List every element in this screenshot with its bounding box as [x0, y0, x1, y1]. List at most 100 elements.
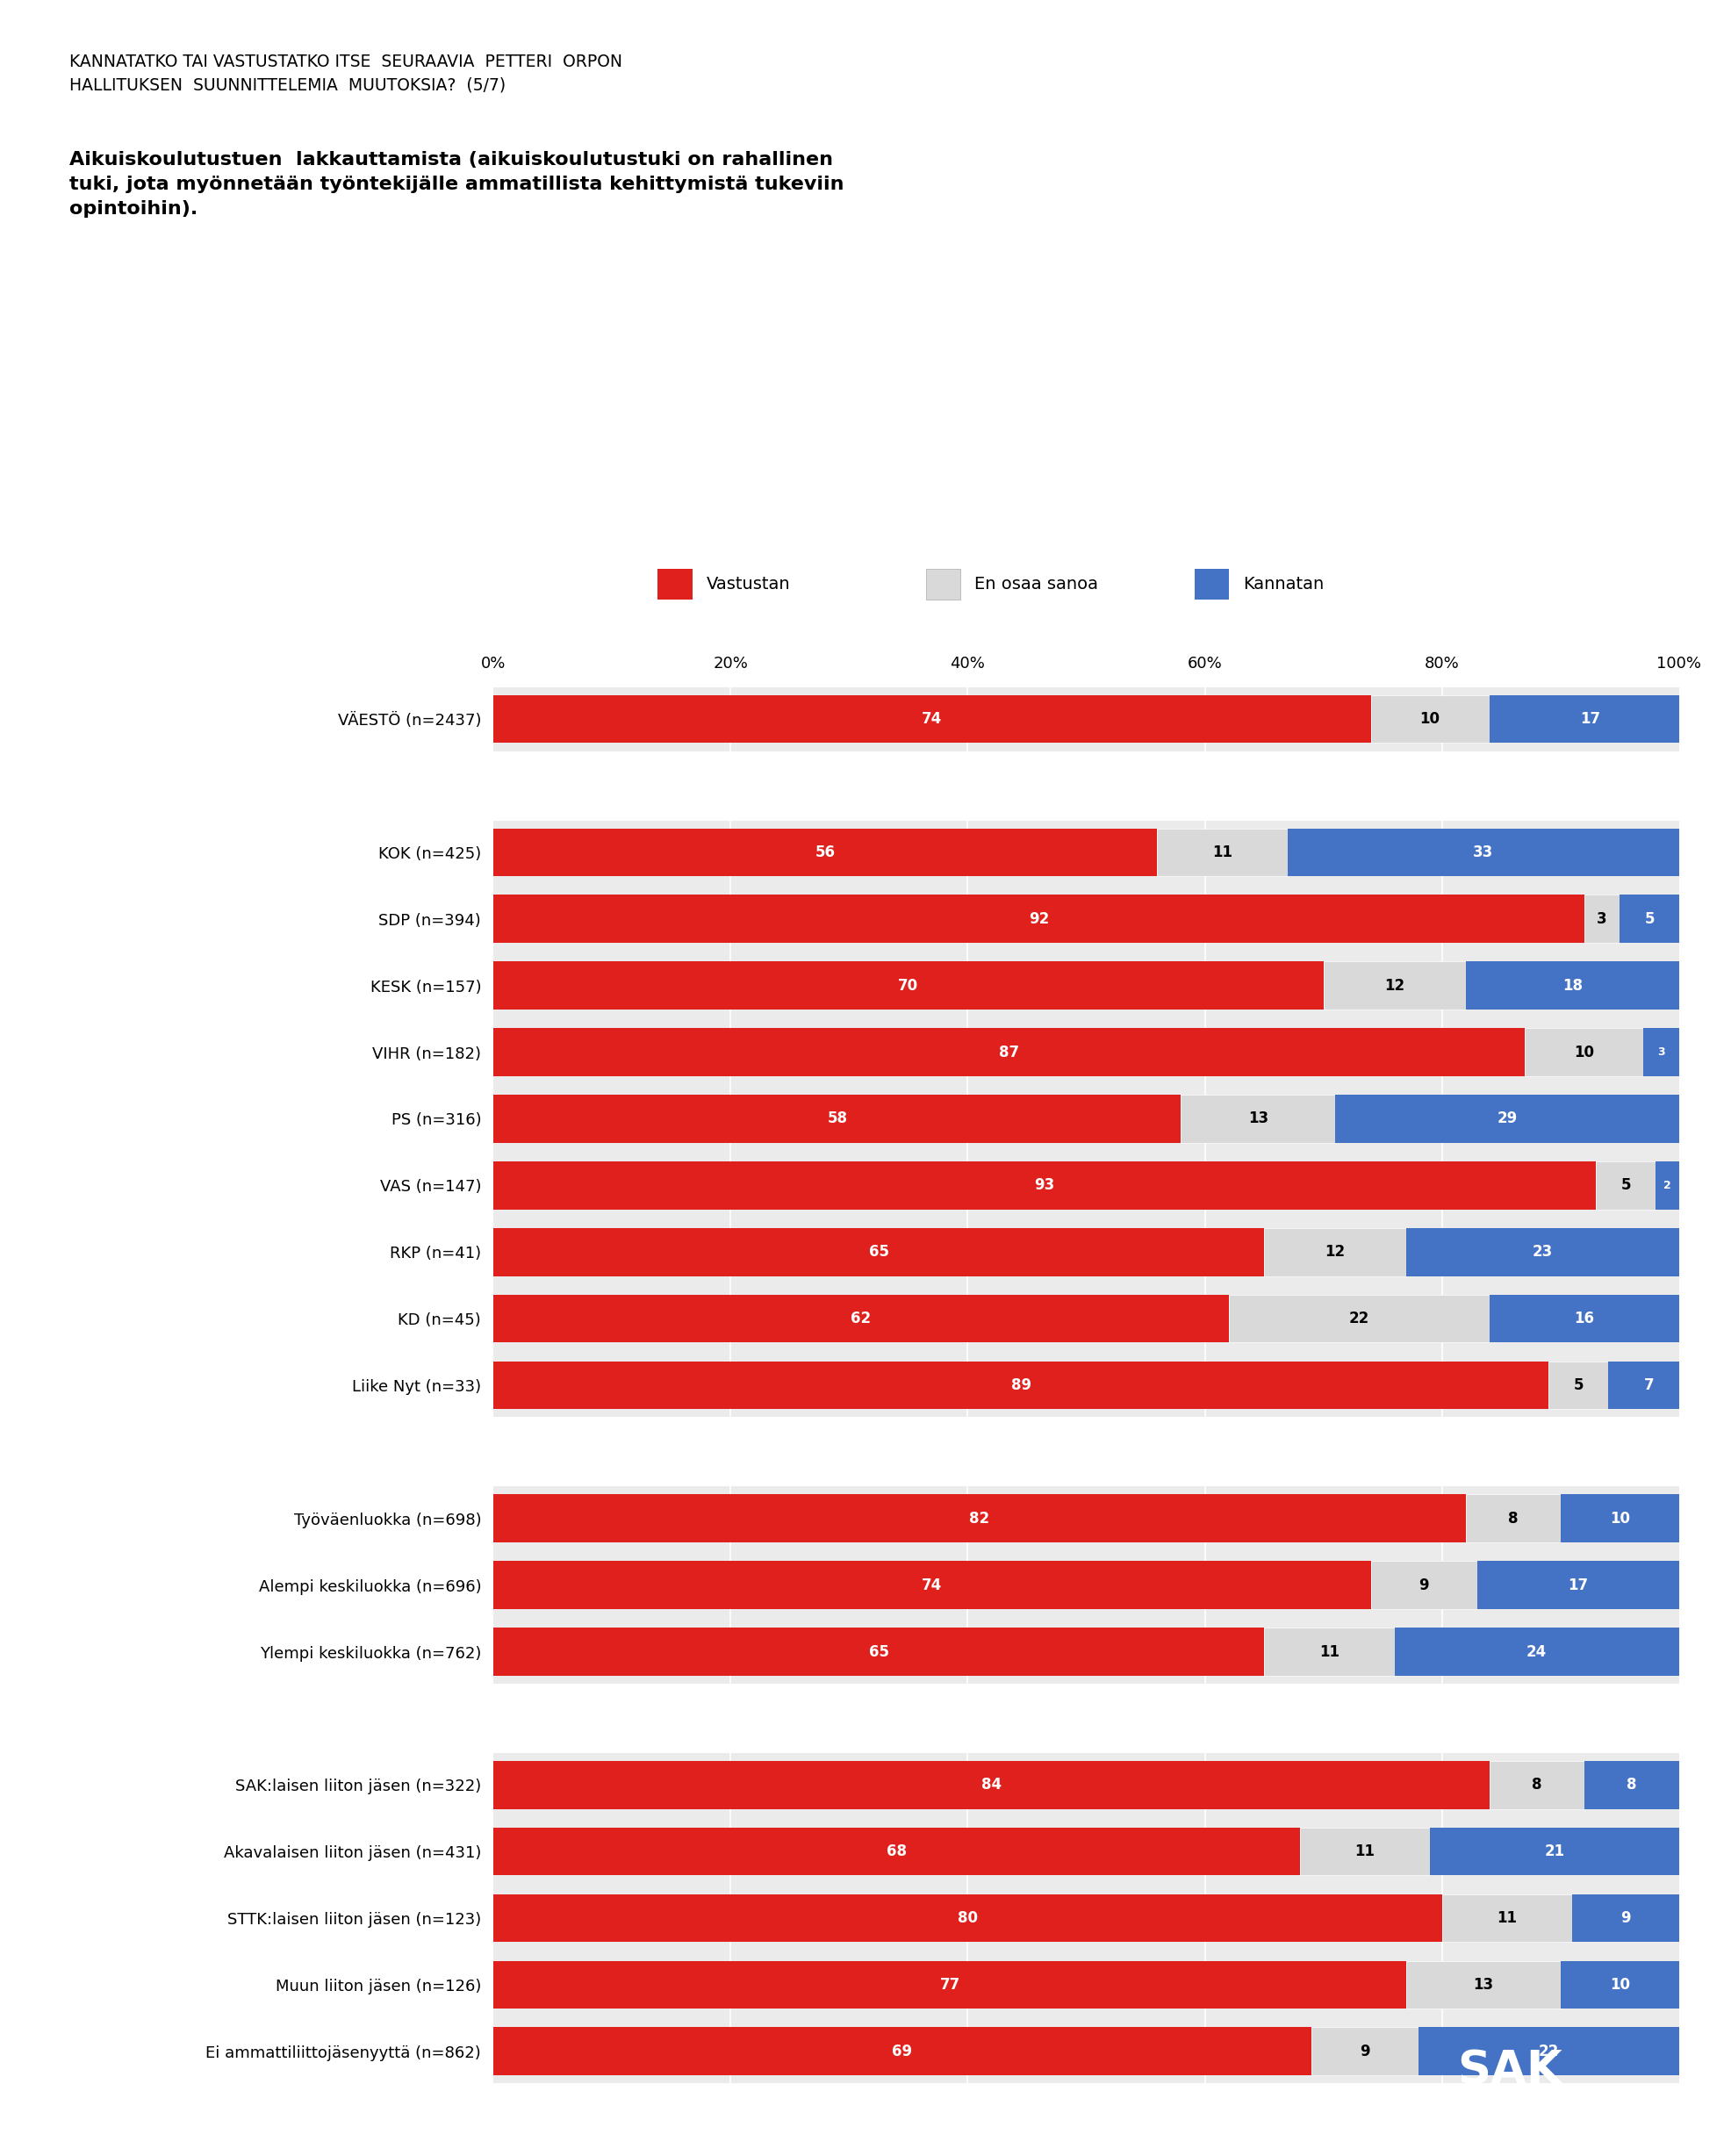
Bar [1264, 1628, 1395, 1675]
Text: 2: 2 [1663, 1179, 1670, 1190]
Bar [1489, 694, 1691, 744]
Text: 3: 3 [1658, 1046, 1665, 1059]
Text: 16: 16 [1573, 1311, 1594, 1326]
Bar [1288, 828, 1679, 875]
Bar [1489, 1294, 1679, 1343]
Bar [1466, 962, 1679, 1009]
Bar [1181, 1095, 1335, 1143]
Text: 84: 84 [981, 1777, 1002, 1794]
Text: 5: 5 [1573, 1378, 1584, 1393]
Text: 92: 92 [1028, 912, 1049, 927]
FancyBboxPatch shape [493, 688, 1679, 750]
Bar [1596, 1162, 1655, 1210]
FancyBboxPatch shape [493, 819, 1679, 1416]
Bar [1158, 828, 1288, 875]
Text: 5: 5 [1620, 1177, 1631, 1192]
Bar [493, 694, 1371, 744]
Text: 82: 82 [969, 1511, 990, 1526]
Bar [1525, 1028, 1643, 1076]
Text: 11: 11 [1355, 1843, 1374, 1858]
Bar [1312, 2027, 1418, 2076]
Bar [493, 1494, 1466, 1542]
Bar [1584, 895, 1620, 942]
Text: En osaa sanoa: En osaa sanoa [975, 576, 1099, 593]
Bar [493, 895, 1584, 942]
Text: SAK: SAK [1458, 2048, 1563, 2093]
Text: 22: 22 [1539, 2044, 1560, 2059]
Bar [1300, 1828, 1430, 1876]
Text: 23: 23 [1532, 1244, 1553, 1259]
Bar [1561, 1960, 1679, 2009]
Text: 65: 65 [869, 1643, 888, 1660]
Text: Vastustan: Vastustan [706, 576, 789, 593]
Text: 11: 11 [1212, 845, 1232, 860]
Bar [493, 1628, 1264, 1675]
Bar [493, 1828, 1300, 1876]
Bar [1430, 1828, 1679, 1876]
Bar [1229, 1294, 1489, 1343]
Text: 17: 17 [1568, 1578, 1589, 1593]
FancyBboxPatch shape [493, 1753, 1679, 2083]
Bar [493, 1162, 1596, 1210]
Text: 10: 10 [1573, 1044, 1594, 1061]
Text: 8: 8 [1508, 1511, 1518, 1526]
Text: 12: 12 [1385, 977, 1404, 994]
Bar [493, 1960, 1406, 2009]
Text: 87: 87 [999, 1044, 1020, 1061]
Text: 89: 89 [1011, 1378, 1032, 1393]
Bar [1406, 1229, 1679, 1276]
Bar [1335, 1095, 1679, 1143]
Text: 93: 93 [1035, 1177, 1054, 1192]
Text: 58: 58 [827, 1110, 846, 1128]
Bar [1418, 2027, 1679, 2076]
Text: 9: 9 [1419, 1578, 1430, 1593]
Text: 8: 8 [1532, 1777, 1542, 1794]
Bar [1489, 1761, 1584, 1809]
Text: 65: 65 [869, 1244, 888, 1259]
Text: 11: 11 [1497, 1910, 1518, 1925]
Text: 80: 80 [957, 1910, 978, 1925]
Text: 56: 56 [815, 845, 836, 860]
Text: 18: 18 [1563, 977, 1582, 994]
Bar [1572, 1895, 1679, 1943]
Bar [493, 1095, 1181, 1143]
Bar [1620, 895, 1679, 942]
Bar [1264, 1229, 1406, 1276]
Text: 68: 68 [886, 1843, 907, 1858]
Bar [1549, 1360, 1608, 1410]
Text: 74: 74 [923, 711, 942, 727]
Bar [1442, 1895, 1572, 1943]
Text: 21: 21 [1544, 1843, 1565, 1858]
Bar [1371, 694, 1489, 744]
Bar [493, 1229, 1264, 1276]
Bar [1561, 1494, 1679, 1542]
Text: 5: 5 [1644, 912, 1655, 927]
Text: 29: 29 [1497, 1110, 1518, 1128]
Bar [493, 1761, 1489, 1809]
Text: Kannatan: Kannatan [1243, 576, 1324, 593]
Text: Aikuiskoulutustuen  lakkauttamista (aikuiskoulutustuki on rahallinen
tuki, jota : Aikuiskoulutustuen lakkauttamista (aikui… [69, 151, 845, 218]
Bar [1643, 1028, 1679, 1076]
Bar [1466, 1494, 1560, 1542]
Text: 11: 11 [1319, 1643, 1340, 1660]
Text: 10: 10 [1419, 711, 1440, 727]
Text: 13: 13 [1473, 1977, 1494, 1992]
Bar [493, 1360, 1549, 1410]
Bar [493, 828, 1158, 875]
Text: 8: 8 [1627, 1777, 1638, 1794]
Bar [1584, 1761, 1679, 1809]
Text: 7: 7 [1644, 1378, 1655, 1393]
Text: 10: 10 [1610, 1977, 1631, 1992]
Text: 62: 62 [850, 1311, 871, 1326]
Text: KANNATATKO TAI VASTUSTATKO ITSE  SEURAAVIA  PETTERI  ORPON
HALLITUKSEN  SUUNNITT: KANNATATKO TAI VASTUSTATKO ITSE SEURAAVI… [69, 54, 621, 93]
Bar [493, 2027, 1312, 2076]
Bar [1395, 1628, 1679, 1675]
Bar [493, 962, 1324, 1009]
Text: 9: 9 [1620, 1910, 1631, 1925]
FancyBboxPatch shape [493, 1485, 1679, 1684]
Bar [1608, 1360, 1691, 1410]
Text: 9: 9 [1361, 2044, 1369, 2059]
Bar [1371, 1561, 1478, 1608]
Bar [493, 1895, 1442, 1943]
Text: 77: 77 [940, 1977, 961, 1992]
